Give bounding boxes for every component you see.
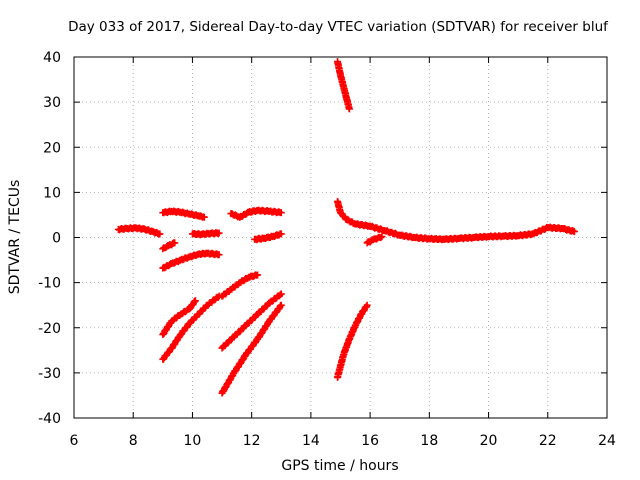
series-trace: [160, 297, 199, 338]
series-trace: [190, 229, 222, 239]
series-arc-13: [334, 58, 353, 113]
x-tick-label: 16: [361, 433, 379, 449]
series-trace: [116, 224, 163, 238]
y-tick-label: 20: [43, 140, 61, 156]
series-arc-8: [218, 271, 262, 300]
series-trace: [160, 293, 222, 363]
x-tick-label: 12: [243, 433, 261, 449]
series-arc-3: [188, 229, 223, 239]
series-trace: [334, 303, 370, 381]
y-tick-label: 10: [43, 185, 61, 201]
series-arc-4: [159, 239, 179, 253]
x-tick-label: 24: [598, 433, 616, 449]
series-arc-12: [251, 230, 285, 244]
x-tick-label: 8: [129, 433, 138, 449]
series-arc-2: [159, 207, 208, 221]
series-arc-7: [159, 292, 223, 363]
x-axis-title: GPS time / hours: [281, 458, 398, 474]
x-tick-label: 22: [539, 433, 557, 449]
series-trace: [219, 271, 260, 300]
series-trace: [160, 249, 222, 272]
y-tick-label: -40: [38, 411, 61, 427]
series-trace: [252, 230, 284, 244]
series-arc-6: [159, 297, 199, 339]
series-trace: [219, 302, 285, 396]
y-tick-label: -10: [38, 276, 61, 292]
series-trace: [334, 59, 353, 112]
series-trace: [219, 291, 284, 351]
x-tick-label: 6: [70, 433, 79, 449]
y-tick-label: -20: [38, 321, 61, 337]
series-trace: [160, 207, 207, 221]
x-tick-label: 14: [302, 433, 320, 449]
data-points: [114, 58, 578, 397]
chart-title: Day 033 of 2017, Sidereal Day-to-day VTE…: [68, 19, 609, 35]
x-tick-label: 10: [184, 433, 202, 449]
y-tick-label: 0: [52, 231, 61, 247]
series-arc-10: [218, 301, 285, 397]
series-arc-16: [363, 233, 386, 247]
y-tick-label: -30: [38, 366, 61, 382]
series-trace: [160, 239, 178, 252]
series-arc-5: [159, 249, 223, 272]
y-axis-title: SDTVAR / TECUs: [7, 180, 23, 295]
axis-ticks: [73, 56, 608, 419]
y-tick-label: 30: [43, 95, 61, 111]
series-trace: [364, 233, 385, 246]
series-arc-11: [227, 206, 285, 221]
series-trace: [334, 199, 577, 244]
series-trace: [228, 206, 284, 221]
series-arc-14: [334, 301, 371, 381]
series-arc-15: [334, 197, 578, 244]
tick-labels: 6 8 10 12 14 16 18 20 22 24 -40 -30 -20 -10 0 10 20 30 40: [38, 50, 616, 449]
series-arc-9: [218, 290, 285, 352]
x-tick-label: 18: [420, 433, 438, 449]
x-tick-label: 20: [480, 433, 498, 449]
y-tick-label: 40: [43, 50, 61, 66]
series-arc-1: [114, 224, 164, 238]
